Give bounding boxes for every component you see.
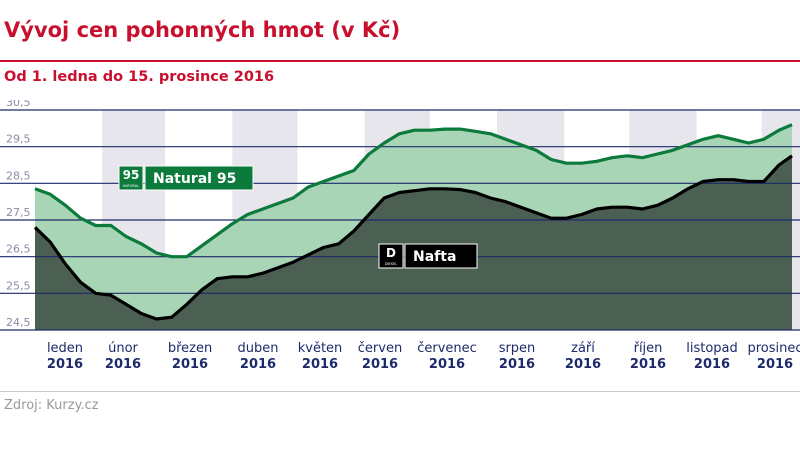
source-rule bbox=[0, 391, 800, 392]
x-tick-label-8: srpen bbox=[499, 341, 536, 356]
x-tick-year-2: 2016 bbox=[105, 357, 141, 372]
x-tick-label-12: prosinec bbox=[747, 341, 800, 356]
y-tick-label: 27,5 bbox=[6, 206, 31, 219]
x-tick-year-6: 2016 bbox=[362, 357, 398, 372]
nafta-legend-box bbox=[404, 243, 478, 269]
title-rule bbox=[0, 60, 800, 62]
natural95-legend-label: Natural 95 bbox=[153, 171, 236, 187]
x-tick-label-1: leden bbox=[47, 341, 83, 356]
y-tick-label: 28,5 bbox=[6, 169, 31, 182]
x-tick-label-2: únor bbox=[108, 341, 138, 356]
source-note: Zdroj: Kurzy.cz bbox=[4, 398, 99, 413]
nafta-legend-label: Nafta bbox=[413, 249, 456, 265]
x-tick-label-5: květen bbox=[298, 341, 343, 356]
x-tick-label-7: červenec bbox=[417, 341, 477, 356]
natural95-badge-text: 95 bbox=[123, 168, 140, 182]
nafta-badge-subtext: DIESEL bbox=[385, 262, 397, 266]
nafta-badge-icon bbox=[378, 243, 404, 269]
x-tick-year-9: 2016 bbox=[565, 357, 601, 372]
natural95-line bbox=[34, 123, 793, 259]
y-tick-label: 25,5 bbox=[6, 279, 31, 292]
x-tick-label-10: říjen bbox=[634, 341, 663, 356]
x-tick-year-11: 2016 bbox=[694, 357, 730, 372]
nafta-badge-text: D bbox=[386, 246, 396, 260]
natural95-legend-box bbox=[144, 165, 254, 191]
x-tick-label-6: červen bbox=[358, 341, 402, 356]
natural95-badge-icon bbox=[118, 165, 144, 191]
nafta-area bbox=[35, 155, 792, 330]
x-tick-label-3: březen bbox=[168, 341, 212, 356]
chart-subtitle: Od 1. ledna do 15. prosince 2016 bbox=[4, 69, 275, 85]
x-tick-year-10: 2016 bbox=[630, 357, 666, 372]
x-tick-year-4: 2016 bbox=[240, 357, 276, 372]
x-tick-label-11: listopad bbox=[686, 341, 738, 356]
chart-title: Vývoj cen pohonných hmot (v Kč) bbox=[4, 18, 401, 42]
nafta-line bbox=[33, 154, 793, 321]
x-tick-label-4: duben bbox=[238, 341, 279, 356]
x-tick-year-7: 2016 bbox=[429, 357, 465, 372]
x-tick-year-12: 2016 bbox=[757, 357, 793, 372]
x-tick-year-1: 2016 bbox=[47, 357, 83, 372]
y-tick-label: 24,5 bbox=[6, 316, 31, 329]
x-tick-year-3: 2016 bbox=[172, 357, 208, 372]
x-tick-label-9: září bbox=[571, 341, 595, 356]
y-tick-label: 29,5 bbox=[6, 133, 31, 146]
natural95-badge-subtext: NATURAL bbox=[123, 184, 139, 188]
x-tick-year-5: 2016 bbox=[302, 357, 338, 372]
fuel-price-chart: 24,5 25,5 26,5 27,5 28,5 29,5 30,5 95 NATURAL Nat… bbox=[0, 100, 800, 372]
y-tick-label: 30,5 bbox=[6, 100, 31, 109]
x-tick-year-8: 2016 bbox=[499, 357, 535, 372]
y-tick-label: 26,5 bbox=[6, 243, 31, 256]
